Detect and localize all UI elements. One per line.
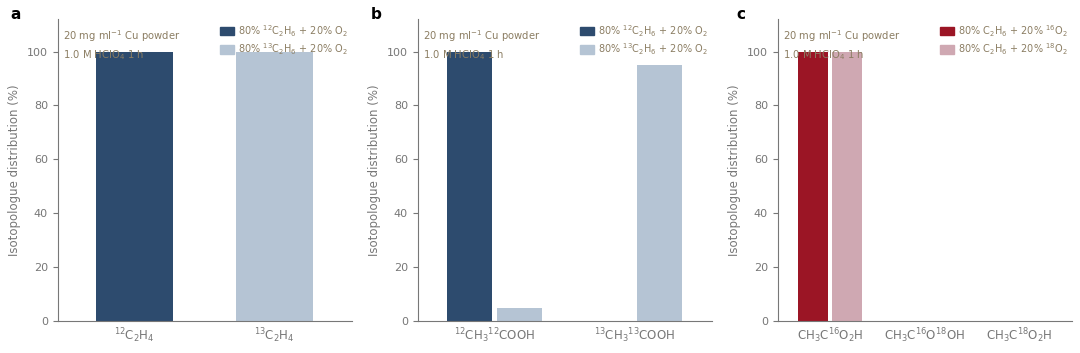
Y-axis label: Isotopologue distribution (%): Isotopologue distribution (%) — [728, 84, 741, 256]
Bar — [447, 52, 491, 321]
Y-axis label: Isotopologue distribution (%): Isotopologue distribution (%) — [368, 84, 381, 256]
Text: c: c — [737, 7, 745, 22]
Legend: 80% $^{12}$C$_2$H$_6$ + 20% O$_2$, 80% $^{13}$C$_2$H$_6$ + 20% O$_2$: 80% $^{12}$C$_2$H$_6$ + 20% O$_2$, 80% $… — [579, 21, 710, 59]
Text: 20 mg ml$^{-1}$ Cu powder
1.0 M HClO$_4$ 1 h: 20 mg ml$^{-1}$ Cu powder 1.0 M HClO$_4$… — [423, 28, 541, 62]
Bar — [832, 52, 862, 321]
Bar — [96, 52, 173, 321]
Bar — [797, 52, 828, 321]
Text: b: b — [370, 7, 381, 22]
Bar — [637, 65, 683, 321]
Bar — [237, 52, 313, 321]
Text: 20 mg ml$^{-1}$ Cu powder
1.0 M HClO$_4$ 1 h: 20 mg ml$^{-1}$ Cu powder 1.0 M HClO$_4$… — [783, 28, 901, 62]
Legend: 80% $^{12}$C$_2$H$_6$ + 20% O$_2$, 80% $^{13}$C$_2$H$_6$ + 20% O$_2$: 80% $^{12}$C$_2$H$_6$ + 20% O$_2$, 80% $… — [218, 21, 350, 59]
Text: a: a — [11, 7, 21, 22]
Legend: 80% C$_2$H$_6$ + 20% $^{16}$O$_2$, 80% C$_2$H$_6$ + 20% $^{18}$O$_2$: 80% C$_2$H$_6$ + 20% $^{16}$O$_2$, 80% C… — [939, 21, 1070, 59]
Bar — [498, 307, 542, 321]
Y-axis label: Isotopologue distribution (%): Isotopologue distribution (%) — [9, 84, 22, 256]
Text: 20 mg ml$^{-1}$ Cu powder
1.0 M HClO$_4$ 1 h: 20 mg ml$^{-1}$ Cu powder 1.0 M HClO$_4$… — [64, 28, 180, 62]
